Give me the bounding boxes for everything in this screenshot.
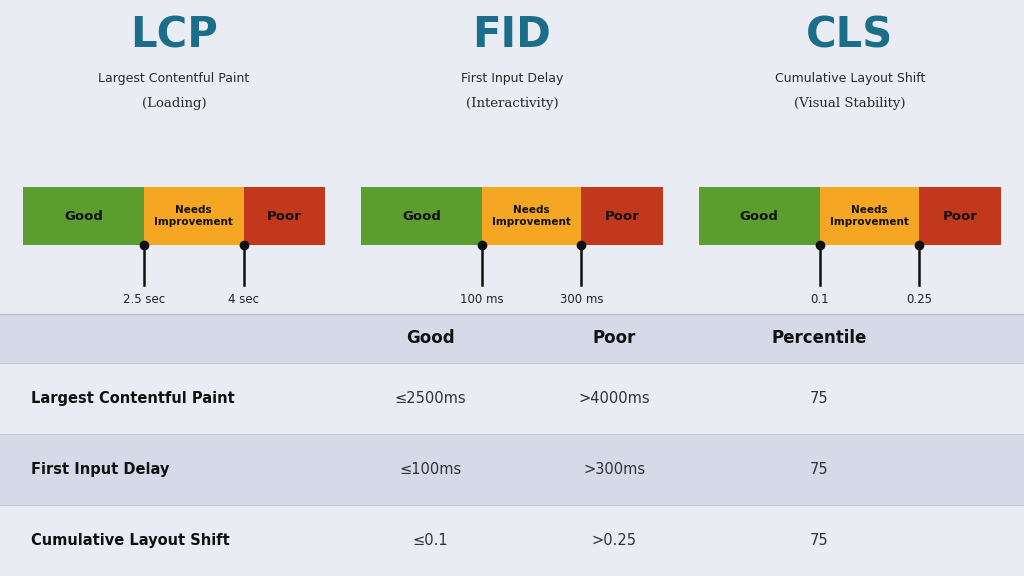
Text: Good: Good xyxy=(65,210,102,222)
Text: (Loading): (Loading) xyxy=(141,97,207,110)
Bar xyxy=(920,187,1001,245)
Text: Poor: Poor xyxy=(593,329,636,347)
Text: ≤0.1: ≤0.1 xyxy=(413,533,447,548)
Bar xyxy=(819,187,920,245)
Text: Needs
Improvement: Needs Improvement xyxy=(493,206,571,226)
Text: 75: 75 xyxy=(810,533,828,548)
Bar xyxy=(0,314,1024,363)
Text: Poor: Poor xyxy=(267,210,302,222)
Text: >4000ms: >4000ms xyxy=(579,391,650,406)
Text: CLS: CLS xyxy=(806,14,894,56)
Bar xyxy=(0,363,1024,434)
Text: Needs
Improvement: Needs Improvement xyxy=(830,206,909,226)
Bar xyxy=(24,187,143,245)
Text: FID: FID xyxy=(473,14,551,56)
Bar xyxy=(0,434,1024,505)
Text: >0.25: >0.25 xyxy=(592,533,637,548)
Bar xyxy=(244,187,326,245)
Text: ≤2500ms: ≤2500ms xyxy=(394,391,466,406)
Bar xyxy=(0,505,1024,576)
Text: 4 sec: 4 sec xyxy=(228,293,259,306)
Text: 300 ms: 300 ms xyxy=(560,293,603,306)
Text: 0.1: 0.1 xyxy=(810,293,829,306)
Text: 2.5 sec: 2.5 sec xyxy=(123,293,165,306)
Text: 75: 75 xyxy=(810,462,828,477)
Text: Needs
Improvement: Needs Improvement xyxy=(155,206,233,226)
Text: First Input Delay: First Input Delay xyxy=(461,72,563,85)
Text: Largest Contentful Paint: Largest Contentful Paint xyxy=(98,72,250,85)
Text: First Input Delay: First Input Delay xyxy=(31,462,169,477)
Text: Cumulative Layout Shift: Cumulative Layout Shift xyxy=(775,72,925,85)
Text: Poor: Poor xyxy=(943,210,978,222)
Bar xyxy=(143,187,244,245)
Text: Good: Good xyxy=(406,329,455,347)
Text: ≤100ms: ≤100ms xyxy=(399,462,461,477)
Bar xyxy=(361,187,482,245)
Text: Largest Contentful Paint: Largest Contentful Paint xyxy=(31,391,234,406)
Text: 75: 75 xyxy=(810,391,828,406)
Text: Good: Good xyxy=(740,210,778,222)
Text: (Interactivity): (Interactivity) xyxy=(466,97,558,110)
Bar xyxy=(582,187,664,245)
Text: (Visual Stability): (Visual Stability) xyxy=(795,97,905,110)
Text: Cumulative Layout Shift: Cumulative Layout Shift xyxy=(31,533,229,548)
FancyBboxPatch shape xyxy=(0,314,1024,576)
Bar xyxy=(698,187,819,245)
FancyBboxPatch shape xyxy=(0,0,1024,314)
Bar xyxy=(482,187,582,245)
Text: Good: Good xyxy=(402,210,440,222)
Text: >300ms: >300ms xyxy=(584,462,645,477)
Text: LCP: LCP xyxy=(130,14,218,56)
Text: 0.25: 0.25 xyxy=(906,293,933,306)
Text: Percentile: Percentile xyxy=(771,329,867,347)
Text: Poor: Poor xyxy=(605,210,640,222)
Text: 100 ms: 100 ms xyxy=(460,293,504,306)
